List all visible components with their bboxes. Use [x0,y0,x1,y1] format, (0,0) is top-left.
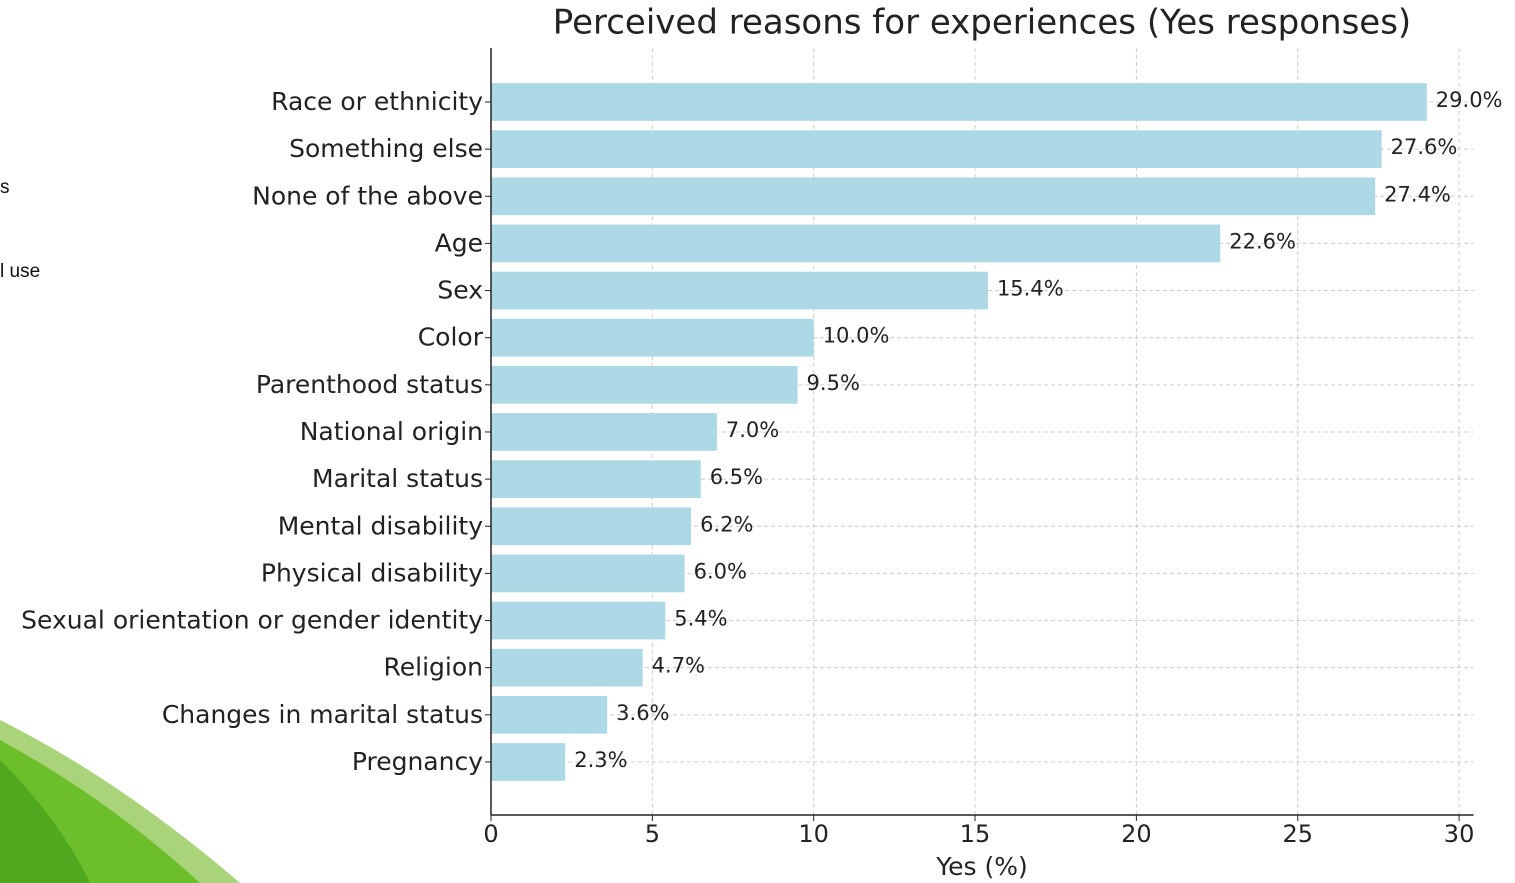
value-label: 29.0% [1436,88,1503,112]
bar [491,271,988,310]
y-tick-label: Pregnancy [352,747,483,776]
value-label: 7.0% [726,418,779,442]
value-label: 5.4% [674,607,727,631]
bar [491,507,692,546]
y-tick-label: Race or ethnicity [271,87,483,116]
value-label: 4.7% [652,654,705,678]
x-tick-label: 10 [798,820,829,848]
y-tick-label: Marital status [312,464,483,493]
slide-fragment: s [0,177,10,198]
x-tick-label: 0 [483,820,498,848]
decoration [0,760,90,883]
y-tick-label: National origin [300,417,483,446]
bar [491,743,566,781]
bar [491,130,1382,168]
value-label: 22.6% [1229,229,1296,253]
x-tick-label: 15 [960,820,991,848]
bar [491,601,666,640]
value-label: 6.5% [710,465,763,489]
bar [491,318,814,357]
slide-fragment: l use [0,261,40,282]
y-tick-label: Mental disability [278,511,483,540]
y-tick-label: Something else [289,134,483,163]
bar [491,460,701,498]
value-label: 27.6% [1391,135,1458,159]
value-label: 10.0% [823,324,890,348]
y-tick-label: None of the above [252,181,483,210]
bar [491,648,643,687]
bar [491,365,798,404]
y-tick-label: Parenthood status [256,370,483,399]
x-tick-label: 20 [1121,820,1152,848]
bar [491,83,1427,121]
value-label: 6.2% [700,512,753,536]
y-tick-label: Color [418,323,484,352]
value-label: 3.6% [616,701,669,725]
value-label: 6.0% [694,559,747,583]
value-label: 2.3% [574,748,627,772]
value-label: 9.5% [807,371,860,395]
x-tick-label: 25 [1282,820,1313,848]
y-tick-label: Changes in marital status [162,700,483,729]
bar [491,695,608,734]
y-tick-label: Age [435,228,483,257]
x-axis-label: Yes (%) [935,852,1028,881]
bar [491,224,1221,263]
y-tick-label: Sexual orientation or gender identity [21,606,483,635]
bar [491,177,1376,216]
y-tick-label: Sex [437,276,483,305]
x-tick-label: 30 [1444,820,1475,848]
y-tick-label: Religion [384,653,483,682]
bar [491,413,717,451]
y-tick-label: Physical disability [261,558,483,587]
x-tick-label: 5 [645,820,660,848]
value-label: 15.4% [997,277,1064,301]
value-label: 27.4% [1384,182,1451,206]
bar [491,554,685,593]
chart-title: Perceived reasons for experiences (Yes r… [553,3,1411,43]
